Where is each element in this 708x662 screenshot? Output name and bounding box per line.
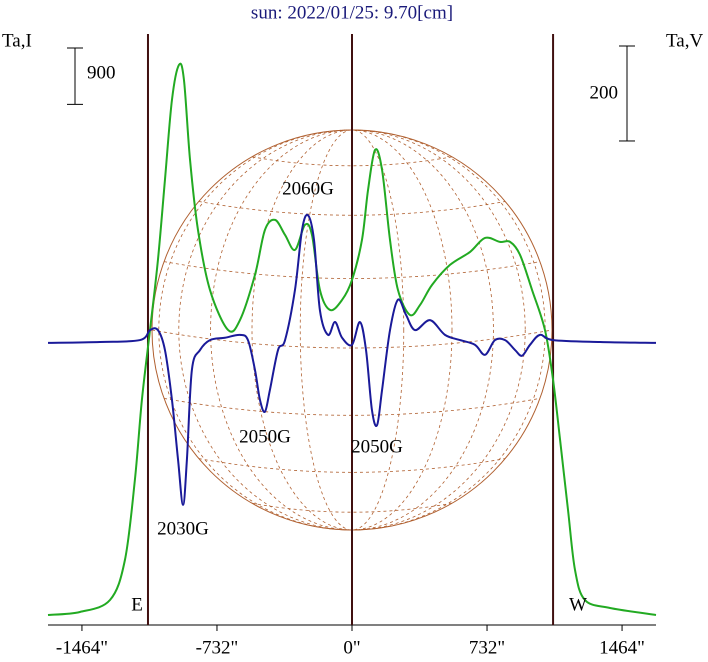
series-line xyxy=(47,62,657,616)
limb-label: E xyxy=(131,594,143,615)
meridian xyxy=(178,129,526,531)
annotation: 2030G xyxy=(157,518,209,539)
annotation: 2060G xyxy=(282,178,334,199)
series-line xyxy=(47,213,657,506)
scale-label: 200 xyxy=(590,82,619,103)
y-axis-label: Ta,I xyxy=(2,30,32,51)
parallel xyxy=(151,329,553,349)
x-tick-label: 732" xyxy=(469,637,505,658)
meridian xyxy=(299,129,405,531)
x-tick-label: -732" xyxy=(196,637,239,658)
annotation: 2050G xyxy=(239,426,291,447)
x-tick-label: -1464" xyxy=(56,637,108,658)
chart-title: sun: 2022/01/25: 9.70[cm] xyxy=(251,2,453,23)
x-tick-label: 1464" xyxy=(599,637,645,658)
annotation: 2050G xyxy=(351,436,403,457)
y2-axis-label: Ta,V xyxy=(666,30,703,51)
parallel xyxy=(251,502,453,513)
parallel xyxy=(251,156,453,167)
scale-label: 900 xyxy=(87,62,116,83)
x-tick-label: 0" xyxy=(343,637,360,658)
limb-label: W xyxy=(569,594,587,615)
